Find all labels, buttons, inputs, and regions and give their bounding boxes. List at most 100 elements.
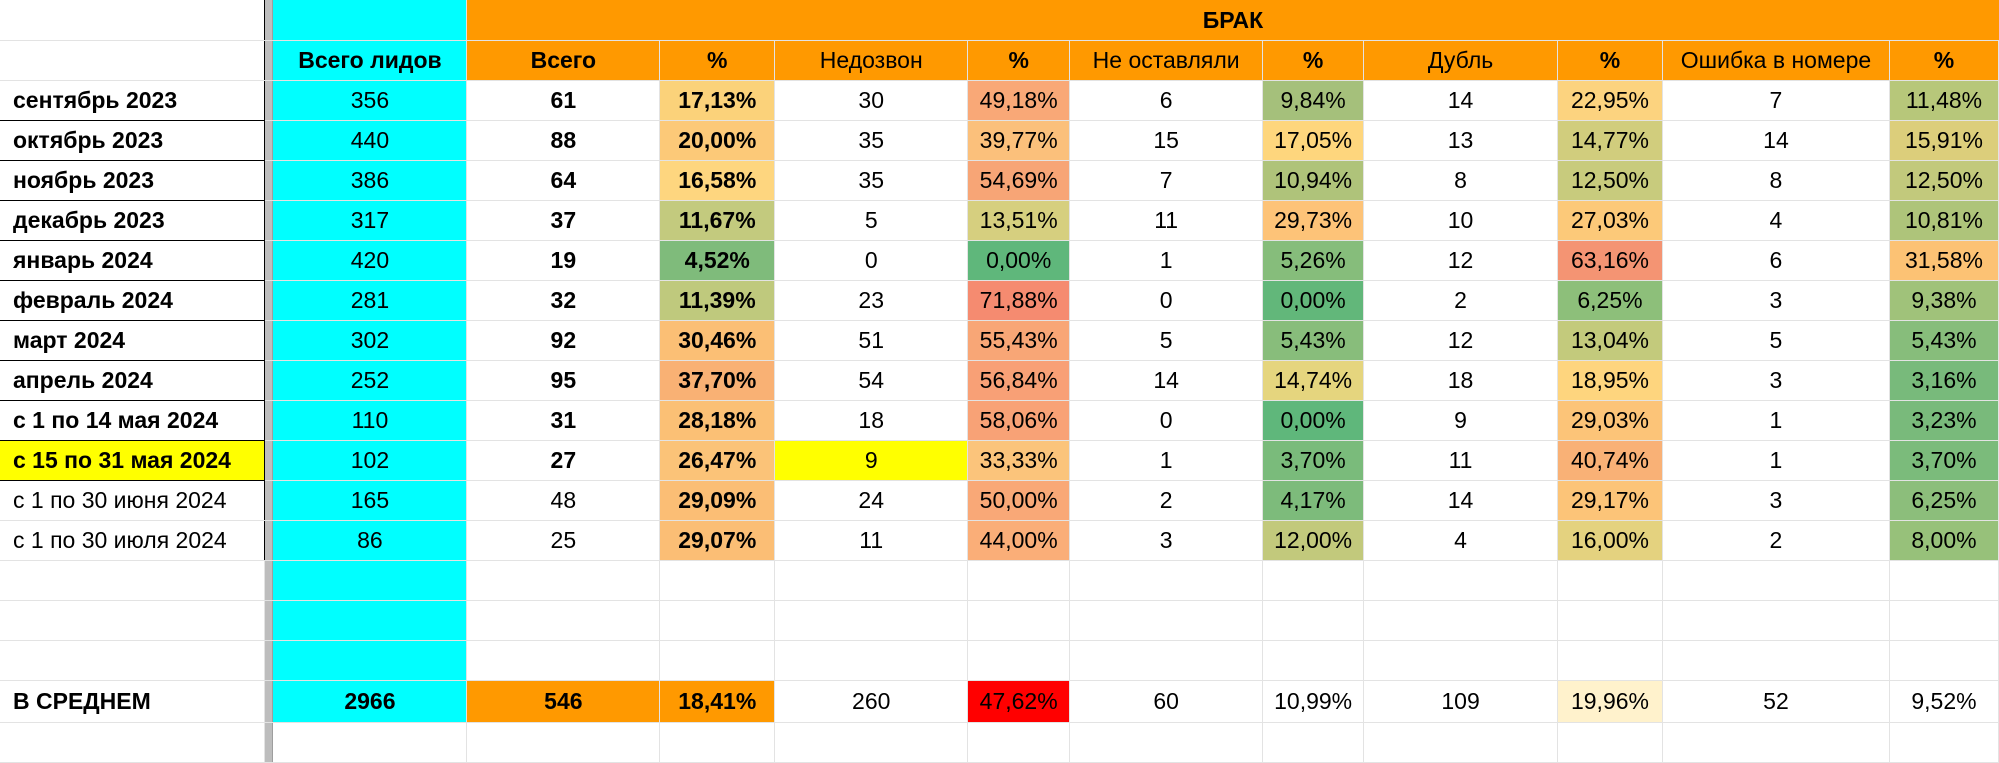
table-cell[interactable]: 3,70% <box>1889 440 1999 481</box>
table-cell[interactable]: 0 <box>774 240 969 281</box>
average-cell[interactable]: 2966 <box>272 680 468 723</box>
table-cell[interactable]: 16,00% <box>1557 520 1663 561</box>
row-label[interactable]: с 1 по 30 июня 2024 <box>0 480 266 521</box>
table-cell[interactable]: 3,23% <box>1889 400 1999 441</box>
table-cell[interactable]: 7 <box>1069 160 1264 201</box>
empty-cell[interactable] <box>1363 640 1558 681</box>
table-cell[interactable]: 61 <box>466 80 661 121</box>
empty-cell[interactable] <box>967 600 1071 641</box>
table-cell[interactable]: 8 <box>1363 160 1558 201</box>
empty-cell[interactable] <box>659 600 776 641</box>
table-cell[interactable]: 5 <box>1662 320 1890 361</box>
table-cell[interactable]: 110 <box>272 400 468 441</box>
table-cell[interactable]: 49,18% <box>967 80 1071 121</box>
table-cell[interactable]: 0,00% <box>1262 400 1365 441</box>
table-cell[interactable]: 11,67% <box>659 200 776 241</box>
table-cell[interactable]: 13,51% <box>967 200 1071 241</box>
empty-cell[interactable] <box>272 722 468 763</box>
table-cell[interactable]: 14 <box>1363 80 1558 121</box>
table-cell[interactable]: 26,47% <box>659 440 776 481</box>
table-cell[interactable]: 40,74% <box>1557 440 1663 481</box>
table-cell[interactable]: 0 <box>1069 400 1264 441</box>
frozen-column-divider[interactable] <box>264 600 274 641</box>
average-cell[interactable]: 60 <box>1069 680 1264 723</box>
column-header[interactable]: Всего <box>466 40 661 81</box>
table-cell[interactable]: 64 <box>466 160 661 201</box>
average-cell[interactable]: 47,62% <box>967 680 1071 723</box>
empty-cell[interactable] <box>1262 640 1365 681</box>
empty-cell[interactable] <box>774 600 969 641</box>
frozen-column-divider[interactable] <box>264 520 274 561</box>
frozen-column-divider[interactable] <box>264 480 274 521</box>
cell-a1[interactable] <box>0 0 266 41</box>
table-cell[interactable]: 23 <box>774 280 969 321</box>
table-cell[interactable]: 14 <box>1069 360 1264 401</box>
table-cell[interactable]: 12,00% <box>1262 520 1365 561</box>
table-cell[interactable]: 29,73% <box>1262 200 1365 241</box>
table-cell[interactable]: 58,06% <box>967 400 1071 441</box>
table-cell[interactable]: 71,88% <box>967 280 1071 321</box>
table-cell[interactable]: 15,91% <box>1889 120 1999 161</box>
empty-cell[interactable] <box>466 722 661 763</box>
frozen-column-divider[interactable] <box>264 280 274 321</box>
table-cell[interactable]: 31,58% <box>1889 240 1999 281</box>
table-cell[interactable]: 386 <box>272 160 468 201</box>
table-cell[interactable]: 9,84% <box>1262 80 1365 121</box>
table-cell[interactable]: 29,07% <box>659 520 776 561</box>
empty-cell[interactable] <box>0 600 266 641</box>
empty-cell[interactable] <box>0 640 266 681</box>
average-cell[interactable]: 260 <box>774 680 969 723</box>
empty-cell[interactable] <box>466 560 661 601</box>
table-cell[interactable]: 29,17% <box>1557 480 1663 521</box>
table-cell[interactable]: 24 <box>774 480 969 521</box>
empty-cell[interactable] <box>272 560 468 601</box>
average-cell[interactable]: 546 <box>466 680 661 723</box>
row-label[interactable]: с 1 по 14 мая 2024 <box>0 400 266 441</box>
average-cell[interactable]: 109 <box>1363 680 1558 723</box>
table-cell[interactable]: 12 <box>1363 320 1558 361</box>
empty-cell[interactable] <box>1662 600 1890 641</box>
table-cell[interactable]: 14,74% <box>1262 360 1365 401</box>
table-cell[interactable]: 0,00% <box>967 240 1071 281</box>
table-cell[interactable]: 4 <box>1363 520 1558 561</box>
table-cell[interactable]: 281 <box>272 280 468 321</box>
empty-cell[interactable] <box>1069 560 1264 601</box>
table-cell[interactable]: 39,77% <box>967 120 1071 161</box>
table-cell[interactable]: 3 <box>1069 520 1264 561</box>
table-cell[interactable]: 11 <box>1069 200 1264 241</box>
empty-cell[interactable] <box>1889 640 1999 681</box>
table-cell[interactable]: 7 <box>1662 80 1890 121</box>
table-cell[interactable]: 30 <box>774 80 969 121</box>
table-cell[interactable]: 12,50% <box>1557 160 1663 201</box>
empty-cell[interactable] <box>466 640 661 681</box>
table-cell[interactable]: 12,50% <box>1889 160 1999 201</box>
table-cell[interactable]: 8,00% <box>1889 520 1999 561</box>
column-header[interactable]: % <box>659 40 776 81</box>
average-label[interactable]: В СРЕДНЕМ <box>0 680 266 723</box>
table-cell[interactable]: 28,18% <box>659 400 776 441</box>
average-cell[interactable]: 19,96% <box>1557 680 1663 723</box>
table-cell[interactable]: 11 <box>1363 440 1558 481</box>
empty-cell[interactable] <box>272 600 468 641</box>
empty-cell[interactable] <box>659 560 776 601</box>
table-cell[interactable]: 6,25% <box>1889 480 1999 521</box>
empty-cell[interactable] <box>1557 560 1663 601</box>
empty-cell[interactable] <box>1889 560 1999 601</box>
average-cell[interactable]: 10,99% <box>1262 680 1365 723</box>
table-cell[interactable]: 14 <box>1662 120 1890 161</box>
empty-cell[interactable] <box>1662 640 1890 681</box>
row-label[interactable]: декабрь 2023 <box>0 200 266 241</box>
empty-cell[interactable] <box>1363 722 1558 763</box>
row-label[interactable]: октябрь 2023 <box>0 120 266 161</box>
table-cell[interactable]: 0,00% <box>1262 280 1365 321</box>
table-cell[interactable]: 10,94% <box>1262 160 1365 201</box>
empty-cell[interactable] <box>967 640 1071 681</box>
frozen-column-divider[interactable] <box>264 120 274 161</box>
table-cell[interactable]: 31 <box>466 400 661 441</box>
table-cell[interactable]: 10 <box>1363 200 1558 241</box>
empty-cell[interactable] <box>1262 560 1365 601</box>
table-cell[interactable]: 86 <box>272 520 468 561</box>
table-cell[interactable]: 88 <box>466 120 661 161</box>
frozen-column-divider[interactable] <box>264 160 274 201</box>
table-cell[interactable]: 18 <box>1363 360 1558 401</box>
